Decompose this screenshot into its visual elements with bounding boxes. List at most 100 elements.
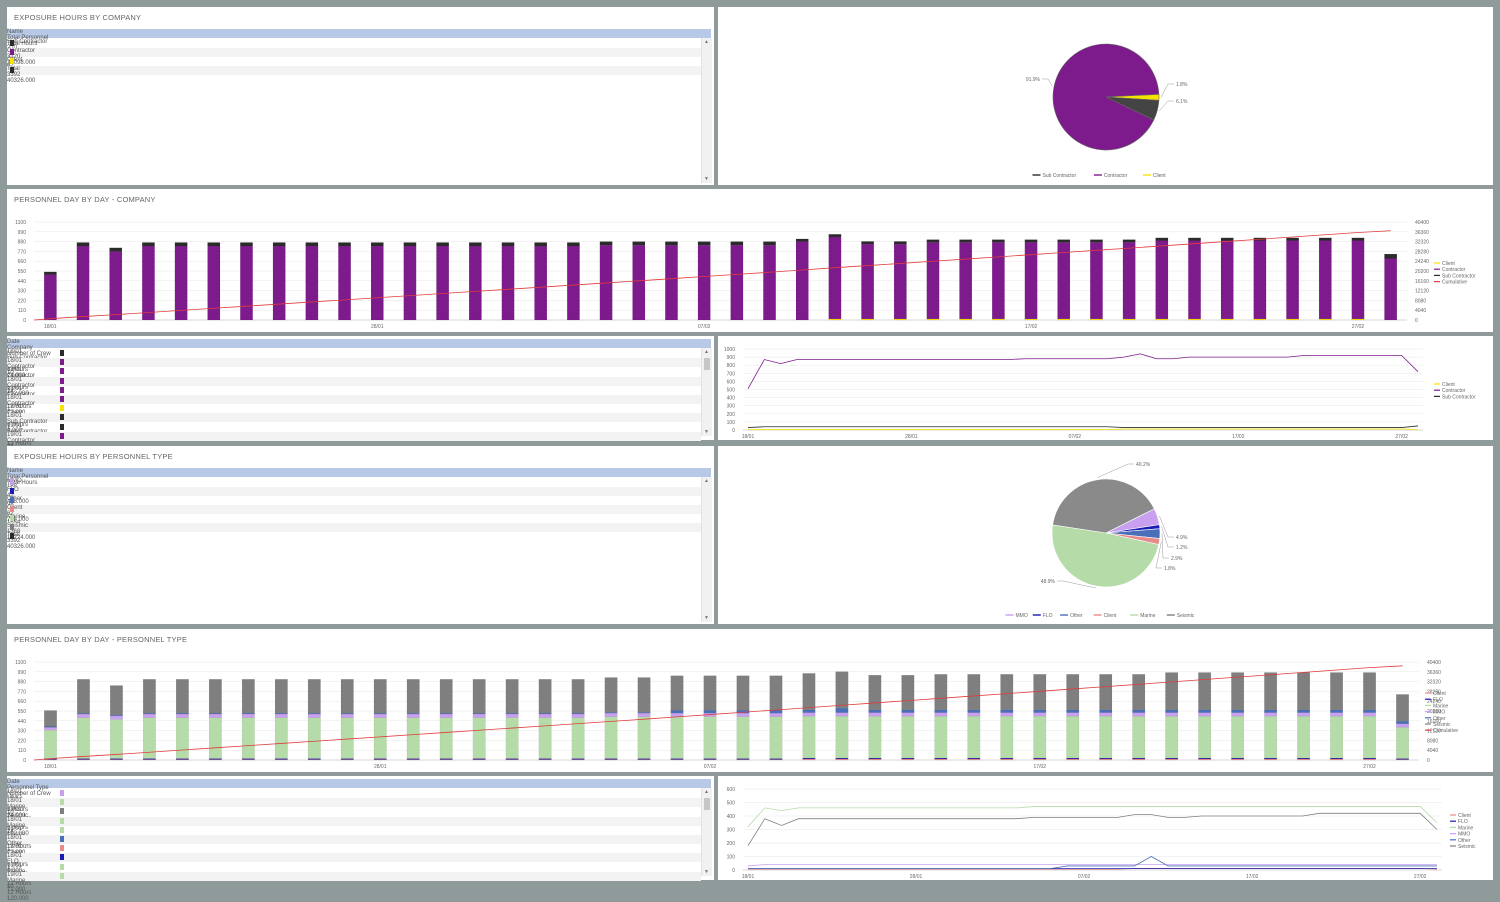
pie-label: 6.1% [1176, 99, 1188, 105]
bar-segment-other [902, 710, 915, 713]
bar-segment-marine [737, 717, 750, 759]
bar-segment-client [869, 759, 882, 760]
y2-tick-label: 24240 [1415, 259, 1429, 265]
bar-segment-client [1099, 759, 1112, 760]
vertical-scrollbar[interactable]: ▲▼ [701, 788, 712, 876]
bar-segment-other [836, 708, 849, 712]
x-tick-label: 07/02 [698, 324, 711, 330]
color-swatch [60, 359, 64, 365]
color-swatch [10, 515, 14, 521]
x-tick-label: 18/01 [742, 434, 755, 440]
table-row: Marine165419704.000 [7, 514, 701, 523]
legend-label: Marine [1140, 613, 1156, 619]
bar-segment-other [770, 710, 783, 713]
bar-segment-client [1319, 319, 1331, 320]
bar-segment-other [1099, 710, 1112, 713]
bar-segment-contractor [1058, 242, 1070, 319]
scroll-up-arrow-icon[interactable]: ▲ [704, 39, 709, 45]
bar-segment-marine [110, 719, 123, 758]
y2-tick-label: 32320 [1427, 680, 1441, 686]
table-row: 18/01FLO16 Hours6.000 [7, 853, 701, 862]
legend-label: Contractor [1104, 173, 1128, 179]
bar-segment-marine [902, 716, 915, 758]
bar-segment-sub-contractor [1221, 238, 1233, 241]
bar-segment-marine [539, 718, 552, 759]
bar-segment-seismic [968, 674, 981, 710]
x-tick-label: 17/02 [1025, 324, 1038, 330]
bar-segment-client [1286, 319, 1298, 320]
pie-leader-line [1161, 84, 1174, 97]
vertical-scrollbar[interactable]: ▲▼ [701, 348, 712, 436]
scroll-down-arrow-icon[interactable]: ▼ [704, 429, 709, 435]
bar-segment-sub-contractor [469, 242, 481, 246]
y-tick-label: 330 [18, 729, 27, 735]
bar-segment-seismic [770, 676, 783, 711]
bar-segment-sub-contractor [1384, 254, 1396, 258]
bar-segment-marine [836, 716, 849, 758]
scroll-down-arrow-icon[interactable]: ▼ [704, 176, 709, 182]
bar-segment-client [1188, 319, 1200, 320]
color-swatch [10, 497, 14, 503]
bar-segment-mmo [869, 713, 882, 717]
bar-segment-other [1231, 710, 1244, 713]
color-swatch [60, 799, 64, 805]
y-tick-label: 0 [23, 318, 26, 324]
y-tick-label: 900 [727, 355, 736, 361]
color-swatch [10, 488, 14, 494]
bar-segment-client [1221, 319, 1233, 320]
scroll-thumb[interactable] [704, 798, 710, 810]
bar-segment-seismic [605, 678, 618, 713]
y-tick-label: 550 [18, 269, 27, 275]
pie-label: 48.9% [1041, 579, 1056, 585]
bar-segment-seismic [803, 673, 816, 710]
bar-segment-seismic [1066, 674, 1079, 710]
bar-segment-client [968, 759, 981, 760]
bar-segment-contractor [992, 242, 1004, 319]
vertical-scrollbar[interactable]: ▲▼ [701, 38, 712, 183]
color-swatch [60, 827, 64, 833]
y-tick-label: 100 [727, 855, 736, 861]
scroll-up-arrow-icon[interactable]: ▲ [704, 349, 709, 355]
scroll-up-arrow-icon[interactable]: ▲ [704, 789, 709, 795]
y-tick-label: 1100 [15, 220, 26, 226]
bar-segment-sub-contractor [208, 242, 220, 246]
bar-segment-seismic [1001, 674, 1014, 710]
scroll-down-arrow-icon[interactable]: ▼ [704, 869, 709, 875]
bar-segment-sub-contractor [110, 248, 122, 252]
bar-segment-contractor [371, 246, 383, 320]
scroll-thumb[interactable] [704, 358, 710, 370]
bar-segment-marine [407, 718, 420, 759]
y-tick-label: 700 [727, 371, 736, 377]
bar-segment-contractor [796, 242, 808, 320]
y-tick-label: 110 [18, 748, 26, 754]
legend-label: Client [1442, 382, 1455, 388]
bar-segment-contractor [1319, 241, 1331, 319]
bar-segment-marine [1198, 716, 1211, 758]
bar-segment-marine [704, 717, 717, 759]
bar-segment-sub-contractor [44, 272, 56, 275]
bar-segment-contractor [1090, 242, 1102, 319]
bar-segment-marine [209, 718, 222, 759]
legend-label: Sub Contractor [1442, 394, 1476, 400]
bar-segment-seismic [1034, 674, 1047, 710]
bar-segment-contractor [436, 246, 448, 320]
bar-segment-marine [869, 716, 882, 758]
y-tick-label: 0 [23, 758, 26, 764]
bar-segment-marine [275, 718, 288, 759]
bar-segment-mmo [506, 714, 519, 718]
scroll-down-arrow-icon[interactable]: ▼ [704, 615, 709, 621]
series-line-sub-contractor [748, 426, 1418, 428]
scroll-up-arrow-icon[interactable]: ▲ [704, 478, 709, 484]
bar-segment-seismic [671, 676, 684, 711]
bar-segment-contractor [240, 246, 252, 320]
vertical-scrollbar[interactable]: ▲▼ [701, 477, 712, 622]
bar-segment-seismic [473, 679, 486, 713]
bar-segment-mmo [176, 714, 189, 718]
